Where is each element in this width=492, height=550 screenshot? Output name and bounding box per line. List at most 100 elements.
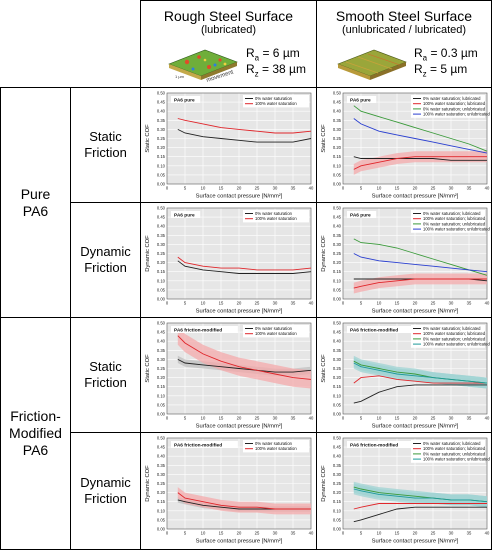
y-tick-label: 0.25 [157, 136, 166, 141]
x-axis-label: Surface contact pressure [N/mm²] [372, 194, 459, 200]
y-tick-label: 0.10 [157, 393, 166, 398]
x-tick-label: 35 [467, 531, 472, 536]
y-tick-label: 0.35 [157, 348, 166, 353]
x-tick-label: 30 [273, 416, 278, 421]
y-tick-label: 0.10 [157, 278, 166, 283]
x-tick-label: 20 [237, 301, 242, 306]
y-tick-label: 0.10 [333, 508, 342, 513]
x-tick-label: 25 [255, 186, 260, 191]
y-tick-label: 0.15 [333, 269, 342, 274]
y-tick-label: 0.05 [157, 402, 166, 407]
legend-label: 0% water saturation; unlubricated [423, 106, 486, 111]
legend-box [243, 210, 309, 223]
series-line [353, 238, 488, 276]
x-tick-label: 0 [342, 531, 345, 536]
chart-svg: 0.00 0.05 0.10 0.15 0.20 0.25 0.30 0.35 0.40 0.45… [321, 321, 490, 430]
y-tick-label: 0.00 [333, 412, 342, 417]
x-tick-label: 10 [201, 416, 206, 421]
y-tick-label: 0.00 [333, 297, 342, 302]
x-tick-label: 40 [485, 416, 490, 421]
y-tick-label: 0.45 [333, 330, 342, 335]
x-tick-label: 5 [184, 531, 187, 536]
y-tick-label: 0.15 [157, 154, 166, 159]
series-line [353, 278, 487, 289]
chart-title-box [347, 326, 414, 333]
smooth-surface-swatch [337, 49, 407, 80]
x-tick-label: 35 [467, 301, 472, 306]
legend-box [411, 95, 485, 118]
plot-frame [342, 92, 488, 185]
series-band [177, 326, 311, 389]
y-tick-label: 0.05 [333, 402, 342, 407]
y-tick-label: 0.20 [157, 375, 166, 380]
y-tick-label: 0.20 [157, 260, 166, 265]
y-tick-label: 0.25 [333, 136, 342, 141]
y-tick-label: 0.15 [157, 269, 166, 274]
x-tick-label: 20 [237, 531, 242, 536]
legend-label: 0% water saturation; lubricated [423, 96, 481, 101]
x-tick-label: 0 [342, 416, 345, 421]
chart-title-box [347, 441, 414, 448]
y-tick-label: 0.35 [157, 233, 166, 238]
y-tick-label: 0.50 [157, 436, 166, 441]
chart-title-box [347, 211, 377, 218]
rough-title: Rough Steel Surface [163, 7, 294, 24]
y-tick-label: 0.50 [333, 321, 342, 326]
smooth-title: Smooth Steel Surface [335, 7, 473, 24]
x-tick-label: 40 [485, 301, 490, 306]
legend-label: 100% water saturation; lubricated [423, 331, 486, 336]
chart-rough-static-modified: 0.00 0.05 0.10 0.15 0.20 0.25 0.30 0.35 0.40 0.45… [142, 320, 314, 430]
y-tick-label: 0.25 [333, 481, 342, 486]
x-tick-label: 35 [291, 186, 296, 191]
x-tick-label: 40 [309, 416, 314, 421]
x-axis-label: Surface contact pressure [N/mm²] [196, 309, 283, 315]
x-tick-label: 20 [413, 416, 418, 421]
chart-smooth-static-pure: 0.00 0.05 0.10 0.15 0.20 0.25 0.30 0.35 0.40 0.45… [318, 90, 490, 200]
legend-label: 100% water saturation [255, 331, 297, 336]
x-tick-label: 10 [201, 531, 206, 536]
x-tick-label: 30 [449, 531, 454, 536]
chart-title: PA6 pure [174, 97, 195, 103]
y-tick-label: 0.50 [157, 321, 166, 326]
x-tick-label: 0 [166, 416, 169, 421]
grid-line [140, 0, 492, 1]
x-tick-label: 5 [360, 186, 363, 191]
legend-label: 100% water saturation; lubricated [423, 446, 486, 451]
rough-rz: Rz = 38 µm [246, 62, 306, 79]
x-tick-label: 0 [166, 301, 169, 306]
swatch-scale-label: 1 µm [175, 74, 185, 79]
x-tick-label: 30 [273, 531, 278, 536]
plot-frame [342, 322, 488, 415]
y-tick-label: 0.10 [157, 508, 166, 513]
grid-line [70, 87, 71, 550]
legend-label: 100% water saturation [255, 446, 297, 451]
legend-label: 0% water saturation [255, 211, 293, 216]
x-tick-label: 40 [309, 301, 314, 306]
x-tick-label: 10 [201, 301, 206, 306]
x-tick-label: 20 [237, 186, 242, 191]
y-tick-label: 0.50 [157, 91, 166, 96]
y-tick-label: 0.40 [333, 339, 342, 344]
y-tick-label: 0.00 [157, 527, 166, 532]
legend-label: 100% water saturation; unlubricated [423, 227, 490, 232]
y-tick-label: 0.10 [333, 393, 342, 398]
y-tick-label: 0.30 [157, 357, 166, 362]
grid-line [70, 202, 492, 203]
x-tick-label: 40 [485, 531, 490, 536]
x-tick-label: 15 [395, 186, 400, 191]
grid-line [0, 87, 492, 88]
x-tick-label: 5 [360, 416, 363, 421]
chart-title: PA6 pure [350, 97, 371, 103]
legend-label: 0% water saturation; lubricated [423, 211, 481, 216]
x-tick-label: 30 [449, 416, 454, 421]
series-line [353, 503, 487, 510]
chart-title-box [171, 211, 201, 218]
rough-surface-swatch: 1 µm movement [168, 49, 238, 84]
legend-box [411, 210, 485, 233]
sublabel-dynamic-pure: Dynamic Friction [80, 244, 131, 275]
row-label-pure: Pure PA6 [20, 185, 51, 219]
series-line [177, 358, 312, 373]
series-line [353, 105, 488, 152]
x-tick-label: 40 [485, 186, 490, 191]
